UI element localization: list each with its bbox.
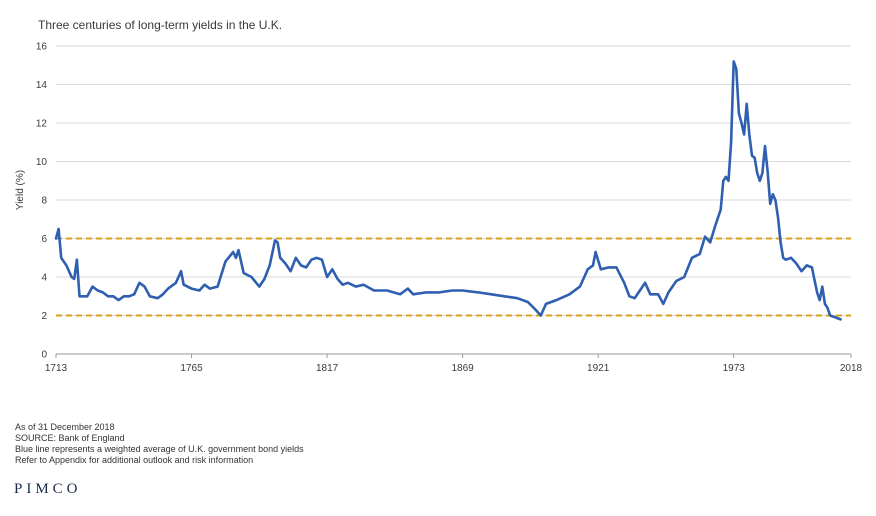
x-tick-label: 1973 [723, 363, 746, 374]
y-tick-label: 10 [36, 157, 48, 168]
x-tick-label: 1713 [45, 363, 68, 374]
y-tick-label: 0 [41, 350, 47, 361]
y-tick-label: 2 [41, 311, 47, 322]
pimco-logo: PIMCO [14, 481, 82, 497]
y-tick-label: 16 [36, 42, 48, 53]
note-appendix: Refer to Appendix for additional outlook… [15, 455, 254, 465]
note-description: Blue line represents a weighted average … [15, 444, 304, 454]
y-tick-label: 14 [36, 80, 48, 91]
y-tick-label: 12 [36, 119, 48, 130]
note-date: As of 31 December 2018 [15, 422, 115, 432]
note-source: SOURCE: Bank of England [15, 433, 125, 443]
chart-title: Three centuries of long-term yields in t… [38, 18, 283, 32]
x-tick-label: 1921 [587, 363, 610, 374]
x-tick-label: 1765 [180, 363, 203, 374]
yield-series-line [54, 60, 842, 321]
x-tick-label: 1817 [316, 363, 339, 374]
y-tick-label: 4 [41, 273, 47, 284]
y-axis-label: Yield (%) [15, 170, 26, 210]
x-tick-label: 1869 [451, 363, 474, 374]
line-chart: 0 2 4 6 8 10 12 14 16 1713 1765 1817 1869 1921 1973 20… [15, 42, 863, 375]
x-tick-label: 2018 [840, 363, 863, 374]
y-tick-label: 8 [41, 196, 47, 207]
y-tick-label: 6 [41, 234, 47, 245]
footnotes: As of 31 December 2018 SOURCE: Bank of E… [15, 422, 304, 466]
